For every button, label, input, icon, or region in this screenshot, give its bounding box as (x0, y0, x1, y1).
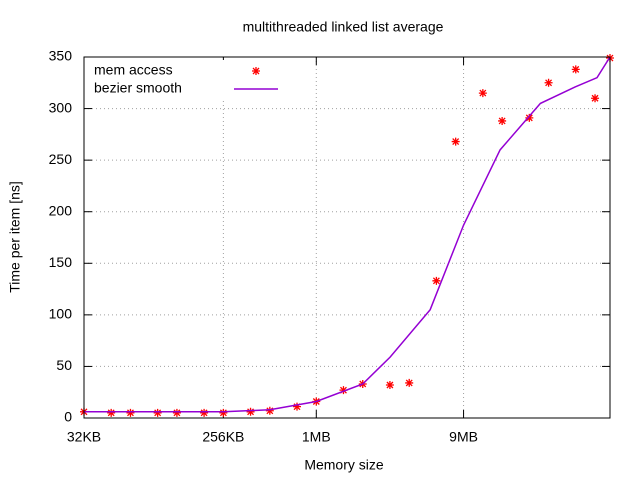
y-tick-label: 300 (49, 99, 73, 115)
data-point (544, 78, 553, 87)
x-tick-label: 1MB (302, 429, 331, 445)
data-point (153, 408, 162, 417)
data-point (525, 113, 534, 122)
data-point (219, 408, 228, 417)
data-point (385, 380, 394, 389)
plot-border (83, 56, 611, 419)
legend-marker (252, 67, 260, 75)
data-point (405, 378, 414, 387)
y-axis-label: Time per item [ns] (7, 181, 23, 293)
data-point (246, 407, 255, 416)
data-point (478, 89, 487, 98)
y-tick-label: 100 (49, 306, 73, 322)
data-point (591, 94, 600, 103)
y-tick-label: 200 (49, 202, 73, 218)
data-point (172, 408, 181, 417)
x-tick-label: 9MB (449, 429, 478, 445)
legend-label: bezier smooth (94, 80, 182, 96)
y-tick-label: 250 (49, 151, 73, 167)
data-point (200, 408, 209, 417)
data-point (498, 116, 507, 125)
data-point (126, 408, 135, 417)
y-tick-label: 50 (56, 357, 72, 373)
y-tick-label: 150 (49, 254, 73, 270)
data-point (432, 276, 441, 285)
legend-label: mem access (94, 62, 173, 78)
y-tick-label: 350 (49, 48, 73, 64)
smooth-line (84, 56, 611, 413)
chart-title: multithreaded linked list average (243, 19, 444, 35)
data-point (293, 402, 302, 411)
data-point (571, 65, 580, 74)
data-point (107, 408, 116, 417)
data-point (451, 137, 460, 146)
x-axis-label: Memory size (304, 457, 384, 473)
data-point (339, 386, 348, 395)
x-tick-label: 32KB (67, 429, 101, 445)
y-tick-label: 0 (64, 409, 72, 425)
x-tick-label: 256KB (202, 429, 244, 445)
legend-box (88, 60, 288, 100)
data-point (265, 406, 274, 415)
